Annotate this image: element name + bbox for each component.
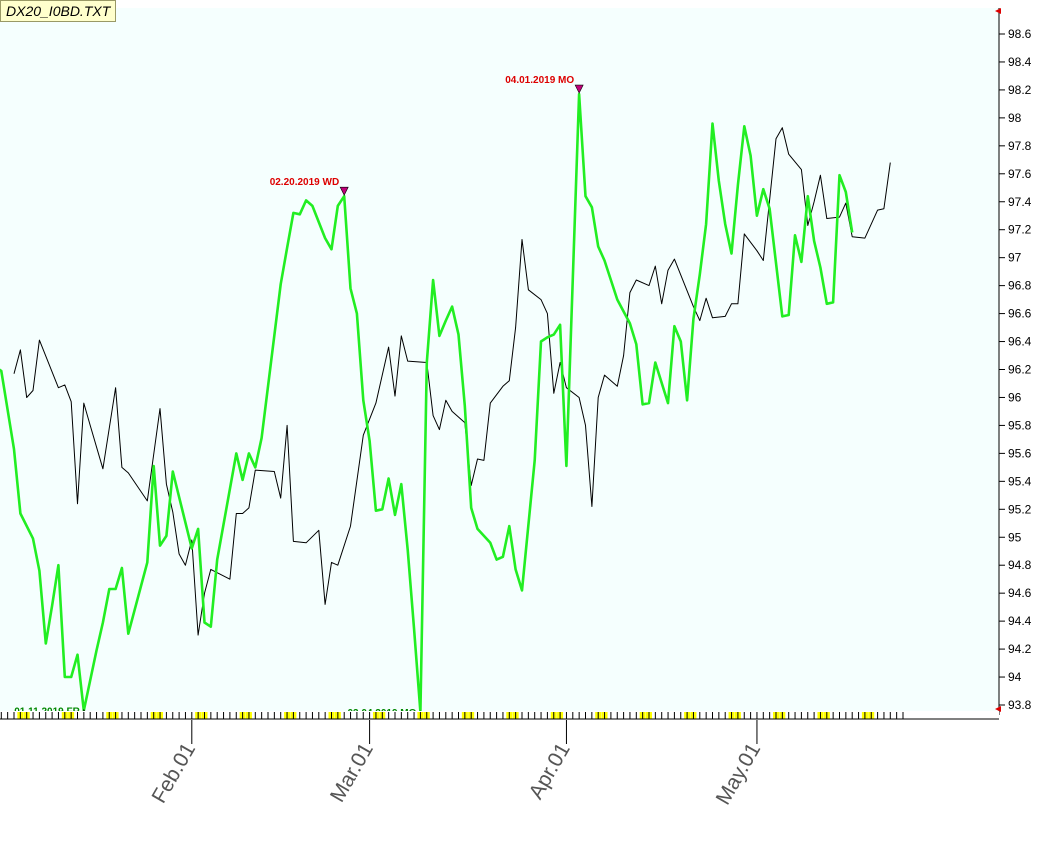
top-right-marker-icon (995, 8, 1001, 14)
plot-background (0, 8, 999, 711)
y-tick-label: 96.2 (1008, 363, 1032, 377)
y-tick-label: 96.4 (1008, 335, 1032, 349)
x-axis-label: Apr.01 (525, 739, 575, 803)
high-annotation-label: 02.20.2019 WD (270, 177, 340, 188)
x-axis-label: May.01 (712, 739, 766, 809)
x-axis-label: Feb.01 (148, 739, 201, 807)
y-tick-label: 97.4 (1008, 195, 1032, 209)
bottom-right-marker-icon (995, 706, 1001, 712)
y-tick-label: 95.4 (1008, 474, 1032, 488)
series-line-1 (0, 92, 854, 712)
y-tick-label: 98.6 (1008, 27, 1032, 41)
y-tick-label: 95.2 (1008, 502, 1032, 516)
x-axis-label: Mar.01 (326, 739, 378, 806)
y-tick-label: 97.2 (1008, 223, 1032, 237)
chart-title: DX20_I0BD.TXT (0, 0, 117, 22)
high-marker-icon (574, 84, 584, 94)
y-axis-ticks: 93.8 94 94.2 94.4 94.6 94.8 95 95.2 95.4 95.6 95.8… (999, 27, 1032, 712)
x-axis-label: 2019 (0, 738, 3, 795)
y-tick-label: 96 (1008, 390, 1022, 404)
y-tick-label: 97.6 (1008, 167, 1032, 181)
y-tick-label: 97.8 (1008, 139, 1032, 153)
y-tick-label: 94 (1008, 670, 1022, 684)
high-marker-icon (339, 186, 349, 196)
y-tick-label: 94.8 (1008, 558, 1032, 572)
y-tick-label: 98.2 (1008, 83, 1032, 97)
y-tick-label: 94.4 (1008, 614, 1032, 628)
y-tick-label: 96.6 (1008, 307, 1032, 321)
x-axis: 2019 Feb.01 Mar.01 Apr.01 May.01 (0, 711, 999, 809)
x-axis-band (0, 711, 999, 720)
y-axis-panel (999, 8, 1063, 720)
y-tick-label: 97 (1008, 251, 1022, 265)
y-tick-label: 95.6 (1008, 446, 1032, 460)
series-line-0 (13, 127, 891, 636)
y-tick-label: 98.4 (1008, 55, 1032, 69)
high-annotation-label: 04.01.2019 MO (505, 75, 574, 86)
y-tick-label: 93.8 (1008, 698, 1032, 712)
y-tick-label: 94.2 (1008, 642, 1032, 656)
y-tick-label: 96.8 (1008, 279, 1032, 293)
y-tick-label: 94.6 (1008, 586, 1032, 600)
y-tick-label: 95.8 (1008, 418, 1032, 432)
y-tick-label: 98 (1008, 111, 1022, 125)
y-tick-label: 95 (1008, 530, 1022, 544)
series-layer (0, 92, 891, 712)
